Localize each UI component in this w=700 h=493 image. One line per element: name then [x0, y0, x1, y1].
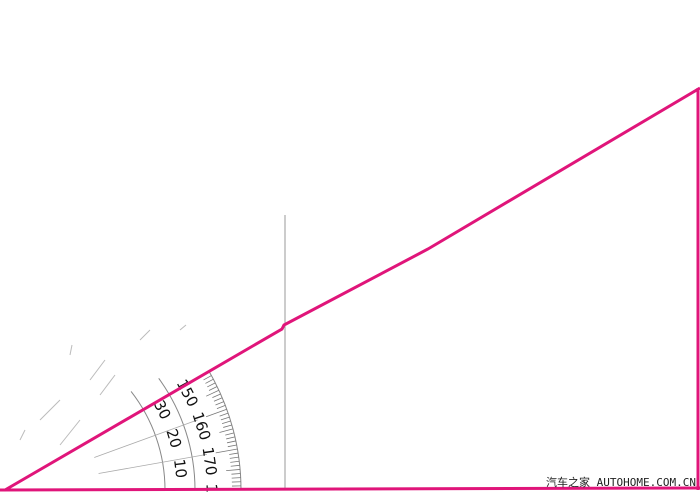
tick-mark: [206, 389, 220, 397]
watermark: 汽车之家 AUTOHOME.COM.CN: [546, 476, 696, 489]
tick-mark: [227, 444, 237, 448]
tick-mark: [225, 432, 235, 436]
outer-degree-label: 170: [199, 446, 221, 477]
tick-mark: [219, 412, 229, 417]
faded-mark: [139, 329, 151, 341]
middle-arc: [158, 378, 196, 491]
tick-mark: [220, 416, 230, 421]
tick-mark: [215, 401, 224, 406]
tick-mark: [229, 456, 239, 459]
radial-line: [94, 419, 198, 458]
tick-mark: [213, 397, 223, 402]
outer-degree-label: 160: [188, 410, 214, 443]
tick-mark: [226, 469, 241, 472]
faded-mark: [89, 359, 106, 381]
tick-mark: [215, 448, 238, 454]
faded-mark: [59, 419, 81, 446]
tick-mark: [226, 436, 236, 440]
tick-mark: [223, 424, 232, 428]
tick-mark: [212, 393, 221, 399]
protractor: 1020301501601701: [19, 324, 242, 493]
radial-line: [98, 454, 207, 474]
outer-degree-label: 150: [173, 376, 202, 410]
faded-mark: [99, 374, 116, 396]
inner-arc: [130, 391, 166, 491]
tick-mark: [203, 375, 212, 381]
inner-degree-label: 20: [162, 427, 185, 451]
tick-mark: [208, 386, 218, 391]
tick-mark: [230, 460, 240, 463]
tick-mark: [216, 405, 226, 410]
hypotenuse-line: [4, 86, 700, 492]
tick-mark: [231, 473, 241, 475]
tick-mark: [219, 428, 234, 433]
tick-mark: [226, 440, 236, 444]
tick-mark: [230, 464, 240, 467]
inner-degree-label: 10: [170, 458, 190, 479]
tick-mark: [207, 382, 216, 388]
tick-mark: [221, 420, 231, 425]
faded-mark: [179, 324, 187, 331]
faded-mark: [69, 344, 73, 356]
faded-mark: [19, 429, 26, 441]
tick-mark: [205, 408, 227, 418]
faded-mark: [39, 399, 61, 421]
tick-mark: [205, 378, 214, 384]
base-line: [0, 486, 700, 492]
inner-degree-label: 30: [150, 397, 175, 422]
tick-mark: [229, 452, 239, 455]
